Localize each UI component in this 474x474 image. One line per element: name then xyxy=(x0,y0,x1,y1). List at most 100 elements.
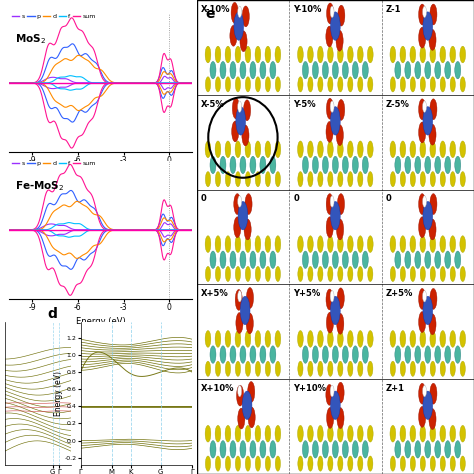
Ellipse shape xyxy=(237,385,244,406)
Ellipse shape xyxy=(405,441,411,458)
Ellipse shape xyxy=(255,361,261,376)
Ellipse shape xyxy=(236,312,243,333)
Ellipse shape xyxy=(215,456,220,471)
Ellipse shape xyxy=(338,456,343,471)
Ellipse shape xyxy=(327,408,334,428)
Ellipse shape xyxy=(235,172,240,187)
Ellipse shape xyxy=(357,46,363,63)
Ellipse shape xyxy=(333,205,338,219)
Ellipse shape xyxy=(302,62,309,79)
Ellipse shape xyxy=(430,425,436,442)
Ellipse shape xyxy=(337,46,343,63)
Ellipse shape xyxy=(423,196,427,207)
Ellipse shape xyxy=(400,266,405,282)
Ellipse shape xyxy=(455,346,461,363)
Ellipse shape xyxy=(215,141,221,158)
Text: Z-1: Z-1 xyxy=(386,5,401,14)
Ellipse shape xyxy=(225,456,230,471)
Ellipse shape xyxy=(235,236,241,253)
Ellipse shape xyxy=(430,330,436,347)
Ellipse shape xyxy=(328,236,333,253)
Ellipse shape xyxy=(225,46,231,63)
Ellipse shape xyxy=(265,236,271,253)
Ellipse shape xyxy=(440,456,446,471)
Ellipse shape xyxy=(318,236,323,253)
Ellipse shape xyxy=(255,141,261,158)
Ellipse shape xyxy=(347,141,353,158)
Ellipse shape xyxy=(242,125,249,146)
Ellipse shape xyxy=(210,441,216,458)
Text: e: e xyxy=(205,7,215,21)
Ellipse shape xyxy=(312,62,319,79)
Ellipse shape xyxy=(367,236,373,253)
Ellipse shape xyxy=(326,289,333,310)
Ellipse shape xyxy=(225,236,231,253)
Ellipse shape xyxy=(275,236,281,253)
Ellipse shape xyxy=(246,77,251,92)
Ellipse shape xyxy=(215,330,221,347)
Ellipse shape xyxy=(445,251,451,268)
Ellipse shape xyxy=(298,141,303,158)
Ellipse shape xyxy=(240,296,250,325)
Ellipse shape xyxy=(330,201,340,230)
Ellipse shape xyxy=(336,125,343,146)
Ellipse shape xyxy=(332,62,338,79)
Ellipse shape xyxy=(440,46,446,63)
Text: MoS$_2$: MoS$_2$ xyxy=(15,32,46,46)
Ellipse shape xyxy=(328,456,333,471)
Ellipse shape xyxy=(420,236,426,253)
Ellipse shape xyxy=(425,441,431,458)
Ellipse shape xyxy=(450,425,456,442)
Ellipse shape xyxy=(425,300,430,314)
Ellipse shape xyxy=(430,194,437,215)
Ellipse shape xyxy=(235,456,240,471)
Ellipse shape xyxy=(390,266,395,282)
Ellipse shape xyxy=(333,110,338,124)
Ellipse shape xyxy=(275,46,281,63)
Ellipse shape xyxy=(338,5,345,26)
Ellipse shape xyxy=(235,77,240,92)
Ellipse shape xyxy=(337,382,344,403)
Ellipse shape xyxy=(250,441,256,458)
Ellipse shape xyxy=(348,456,353,471)
Ellipse shape xyxy=(423,101,427,112)
Ellipse shape xyxy=(367,46,373,63)
Ellipse shape xyxy=(352,62,358,79)
Ellipse shape xyxy=(420,361,425,376)
Ellipse shape xyxy=(429,124,436,145)
Ellipse shape xyxy=(435,62,441,79)
Ellipse shape xyxy=(230,62,236,79)
Ellipse shape xyxy=(245,141,251,158)
Ellipse shape xyxy=(395,441,401,458)
Ellipse shape xyxy=(230,441,236,458)
Ellipse shape xyxy=(419,99,426,120)
Text: X-10%: X-10% xyxy=(201,5,230,14)
Ellipse shape xyxy=(410,425,416,442)
Ellipse shape xyxy=(298,361,303,376)
Ellipse shape xyxy=(420,77,425,92)
Ellipse shape xyxy=(308,425,313,442)
Ellipse shape xyxy=(362,346,368,363)
Ellipse shape xyxy=(235,290,242,310)
Ellipse shape xyxy=(215,46,221,63)
Ellipse shape xyxy=(400,236,406,253)
Ellipse shape xyxy=(330,12,340,40)
Ellipse shape xyxy=(395,156,401,173)
Ellipse shape xyxy=(348,266,353,282)
Ellipse shape xyxy=(423,291,427,302)
Ellipse shape xyxy=(244,100,251,121)
Ellipse shape xyxy=(220,441,226,458)
Ellipse shape xyxy=(358,77,363,92)
Ellipse shape xyxy=(400,46,406,63)
Ellipse shape xyxy=(318,361,323,376)
Ellipse shape xyxy=(318,425,323,442)
Ellipse shape xyxy=(337,313,344,334)
Text: Y+5%: Y+5% xyxy=(293,289,320,298)
Ellipse shape xyxy=(238,201,248,230)
Ellipse shape xyxy=(220,62,226,79)
Ellipse shape xyxy=(460,77,465,92)
Ellipse shape xyxy=(352,346,358,363)
Ellipse shape xyxy=(420,46,426,63)
Ellipse shape xyxy=(420,330,426,347)
Ellipse shape xyxy=(440,236,446,253)
